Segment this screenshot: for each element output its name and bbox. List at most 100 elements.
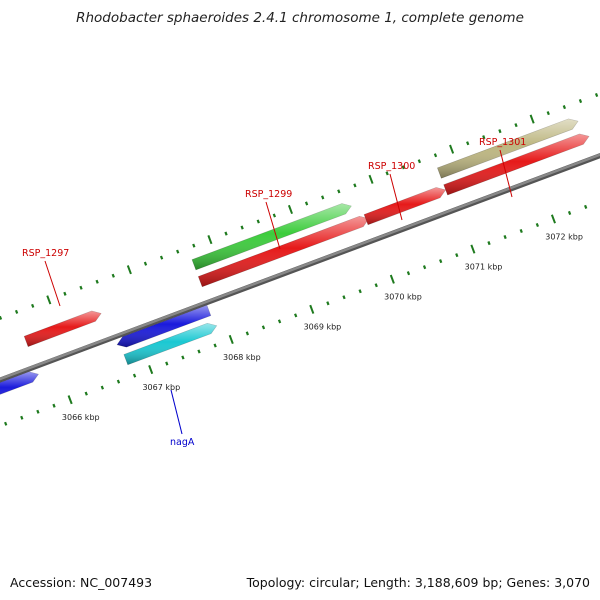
major-tick [368,174,374,184]
label-rsp-1300-leader [389,173,403,221]
chromosome-backbone-highlight [0,153,600,381]
minor-tick [165,361,169,366]
minor-tick [584,204,588,209]
minor-tick [406,271,411,276]
major-tick [46,295,52,305]
minor-tick [14,309,19,314]
minor-tick [439,259,443,264]
minor-tick [159,255,164,260]
major-tick [228,334,234,345]
label-naga[interactable]: nagA [170,437,195,448]
page-title: Rhodobacter sphaeroides 2.4.1 chromosome… [76,10,524,26]
minor-tick [52,403,56,408]
gene-rsp-1302[interactable] [443,133,590,196]
minor-tick [143,261,148,266]
minor-tick [213,343,217,348]
minor-tick [4,421,8,426]
minor-tick [503,235,507,240]
gene-rsp-1297[interactable] [23,310,102,347]
minor-tick [401,165,405,170]
minor-tick [358,289,362,294]
minor-tick [417,159,422,164]
kbp-3068-label: 3068 kbp [223,353,261,362]
gene-blue-left[interactable] [0,371,39,407]
gene-naga[interactable] [123,322,218,366]
minor-tick [304,201,309,206]
minor-tick [95,279,99,284]
minor-tick [111,273,115,278]
label-rsp-1299-leader [265,201,281,250]
minor-tick [578,99,583,104]
label-rsp-1301[interactable]: RSP_1301 [479,137,526,148]
kbp-3069-label: 3069 kbp [304,323,342,332]
major-tick [470,244,476,254]
minor-tick [498,129,502,134]
minor-tick [36,409,40,414]
major-tick [529,114,535,124]
major-tick [148,365,154,375]
minor-tick [197,349,201,354]
minor-tick [132,373,137,378]
major-tick [67,395,73,405]
label-rsp-1297[interactable]: RSP_1297 [22,248,69,259]
minor-tick [535,222,539,228]
gene-blue-naga[interactable] [116,304,212,348]
major-tick [207,235,213,245]
minor-tick [562,105,567,110]
minor-tick [277,319,282,324]
label-rsp-1300[interactable]: RSP_1300 [368,161,415,172]
minor-tick [63,291,67,296]
major-tick [389,274,395,284]
major-tick [550,214,556,224]
minor-tick [0,315,3,320]
minor-tick [245,331,249,336]
minor-tick [79,285,83,290]
minor-tick [240,225,244,230]
kbp-3066-label: 3066 kbp [62,413,100,422]
minor-tick [256,219,260,224]
minor-tick [176,249,180,254]
minor-tick [433,153,438,158]
minor-tick [116,379,121,384]
minor-tick [321,195,325,200]
label-rsp-1299[interactable]: RSP_1299 [245,189,292,200]
minor-tick [594,93,599,98]
chromosome-backbone [0,153,600,383]
gene-rsp-1301[interactable] [437,118,579,179]
minor-tick [422,265,427,270]
label-naga-leader [170,389,183,435]
minor-tick [31,303,35,308]
minor-tick [224,231,228,236]
minor-tick [294,313,298,318]
minor-tick [261,325,266,330]
gene-rsp-1298[interactable] [197,215,370,288]
accession-text: Accession: NC_007493 [10,575,153,590]
minor-tick [514,123,518,128]
label-rsp-1297-leader [44,260,61,307]
minor-tick [181,355,185,360]
minor-tick [519,229,523,234]
kbp-3070-label: 3070 kbp [384,293,422,302]
minor-tick [482,135,486,140]
minor-tick [192,243,196,248]
gene-rsp-1299[interactable] [191,203,352,271]
minor-tick [546,111,550,116]
gene-rsp-1300[interactable] [363,187,447,226]
tick-marks-outer [0,93,599,320]
major-tick [287,204,293,215]
minor-tick [567,210,572,215]
minor-tick [100,385,104,390]
minor-tick [455,253,459,258]
kbp-3072-label: 3072 kbp [545,232,583,241]
minor-tick [326,301,330,306]
minor-tick [20,415,24,420]
kbp-3071-label: 3071 kbp [465,262,503,271]
major-tick [449,144,455,154]
minor-tick [337,189,341,194]
major-tick [126,265,132,275]
major-tick [309,304,315,314]
tick-marks-inner [4,204,588,426]
minor-tick [342,295,346,300]
minor-tick [272,213,277,218]
